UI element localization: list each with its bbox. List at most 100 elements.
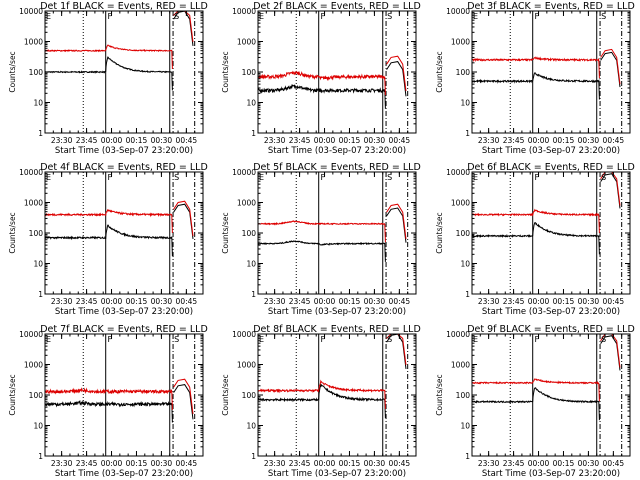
y-axis-label: Counts/sec xyxy=(8,374,17,415)
y-axis-label: Counts/sec xyxy=(8,212,17,253)
marker-label-e: E xyxy=(259,335,264,344)
x-tick-label: 00:45 xyxy=(389,136,411,145)
x-tick-label: 23:45 xyxy=(289,297,311,306)
y-tick-label: 100 xyxy=(29,229,44,238)
x-tick-label: 23:45 xyxy=(76,459,98,468)
x-tick-label: 00:00 xyxy=(101,136,123,145)
x-tick-label: 00:00 xyxy=(528,297,550,306)
x-axis-label: Start Time (03-Sep-07 23:20:00) xyxy=(482,307,620,317)
y-axis-label: Counts/sec xyxy=(221,374,230,415)
panel-det-1: 1 10 100 1000 10000 23:30 23:45 00:00 00:15 00:30… xyxy=(8,1,208,156)
x-tick-label: 00:00 xyxy=(314,297,336,306)
y-tick-label: 100 xyxy=(29,68,44,77)
y-tick-label: 100 xyxy=(242,68,257,77)
y-tick-label: 10000 xyxy=(232,168,256,177)
marker-label-e: E xyxy=(259,12,264,21)
marker-label-s: S xyxy=(387,335,392,344)
axes-frame xyxy=(471,333,631,457)
y-tick-label: 10 xyxy=(460,422,470,431)
x-tick-label: 00:15 xyxy=(126,459,148,468)
y-tick-label: 1000 xyxy=(24,199,43,208)
x-axis-label: Start Time (03-Sep-07 23:20:00) xyxy=(55,307,193,317)
x-tick-label: 00:45 xyxy=(603,136,625,145)
y-tick-label: 1000 xyxy=(451,361,470,370)
lld-series xyxy=(45,387,173,410)
x-tick-label: 23:30 xyxy=(264,459,286,468)
x-tick-label: 00:00 xyxy=(314,136,336,145)
y-tick-label: 10000 xyxy=(446,168,470,177)
x-tick-label: 23:30 xyxy=(264,297,286,306)
x-tick-label: 00:15 xyxy=(126,136,148,145)
marker-label-s: S xyxy=(387,12,392,21)
marker-label-s: S xyxy=(601,335,606,344)
x-tick-label: 00:15 xyxy=(553,136,575,145)
y-tick-label: 10000 xyxy=(19,7,43,16)
y-tick-label: 1 xyxy=(251,290,256,299)
panel-det-3: 1 10 100 1000 10000 23:30 23:45 00:00 00:15 00:30… xyxy=(435,1,635,156)
axes-frame xyxy=(471,10,631,134)
x-tick-label: 00:15 xyxy=(553,459,575,468)
events-series xyxy=(44,399,173,423)
x-tick-label: 00:45 xyxy=(389,459,411,468)
y-axis-label: Counts/sec xyxy=(435,51,444,92)
axes-frame xyxy=(44,171,204,295)
axes-frame xyxy=(257,171,417,295)
panel-title: Det 9f BLACK = Events, RED = LLD xyxy=(467,324,635,335)
panel-title: Det 4f BLACK = Events, RED = LLD xyxy=(40,162,208,173)
panel-title: Det 3f BLACK = Events, RED = LLD xyxy=(467,1,635,12)
lld-series-saa xyxy=(173,200,194,237)
y-tick-label: 10000 xyxy=(19,168,43,177)
y-tick-label: 10 xyxy=(33,422,43,431)
lld-series xyxy=(471,56,600,79)
y-tick-label: 10000 xyxy=(446,330,470,339)
x-tick-label: 00:00 xyxy=(101,297,123,306)
marker-label-f: F xyxy=(108,12,113,21)
y-tick-label: 1 xyxy=(251,129,256,138)
marker-label-f: F xyxy=(535,12,540,21)
y-tick-label: 1 xyxy=(465,129,470,138)
marker-label-e: E xyxy=(46,12,51,21)
y-tick-label: 100 xyxy=(456,68,471,77)
x-tick-label: 00:15 xyxy=(339,297,361,306)
x-tick-label: 23:45 xyxy=(503,459,525,468)
panel-title: Det 2f BLACK = Events, RED = LLD xyxy=(253,1,421,12)
events-series-saa xyxy=(386,61,407,97)
x-axis-label: Start Time (03-Sep-07 23:20:00) xyxy=(55,146,193,156)
marker-label-e: E xyxy=(259,173,264,182)
events-series xyxy=(257,240,386,262)
events-series xyxy=(471,222,600,255)
x-tick-label: 00:30 xyxy=(151,136,173,145)
x-axis-label: Start Time (03-Sep-07 23:20:00) xyxy=(268,307,406,317)
events-series xyxy=(257,383,386,419)
x-axis-label: Start Time (03-Sep-07 23:20:00) xyxy=(268,469,406,479)
x-tick-label: 00:15 xyxy=(339,136,361,145)
x-tick-label: 00:30 xyxy=(364,136,386,145)
marker-label-e: E xyxy=(473,335,478,344)
lld-series xyxy=(257,379,386,409)
x-axis-label: Start Time (03-Sep-07 23:20:00) xyxy=(55,469,193,479)
marker-label-s: S xyxy=(174,173,179,182)
x-tick-label: 00:30 xyxy=(578,136,600,145)
x-tick-label: 00:45 xyxy=(176,136,198,145)
y-tick-label: 100 xyxy=(242,391,257,400)
y-tick-label: 10 xyxy=(246,422,256,431)
y-tick-label: 1 xyxy=(38,129,43,138)
x-axis-label: Start Time (03-Sep-07 23:20:00) xyxy=(268,146,406,156)
marker-label-s: S xyxy=(601,12,606,21)
marker-label-e: E xyxy=(46,335,51,344)
x-tick-label: 00:00 xyxy=(314,459,336,468)
y-tick-label: 10 xyxy=(33,99,43,108)
x-tick-label: 00:45 xyxy=(389,297,411,306)
panel-det-5: 1 10 100 1000 10000 23:30 23:45 00:00 00:15 00:30… xyxy=(221,162,421,317)
events-series xyxy=(471,386,600,421)
panel-title: Det 1f BLACK = Events, RED = LLD xyxy=(40,1,208,12)
y-axis-label: Counts/sec xyxy=(221,51,230,92)
events-series-saa xyxy=(173,384,194,420)
x-tick-label: 00:15 xyxy=(339,459,361,468)
x-tick-label: 00:45 xyxy=(176,459,198,468)
x-tick-label: 23:45 xyxy=(289,136,311,145)
x-tick-label: 23:30 xyxy=(51,297,73,306)
x-tick-label: 23:45 xyxy=(76,297,98,306)
y-tick-label: 10000 xyxy=(232,330,256,339)
y-tick-label: 100 xyxy=(242,229,257,238)
